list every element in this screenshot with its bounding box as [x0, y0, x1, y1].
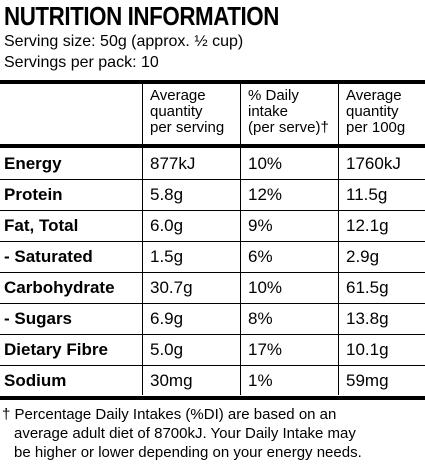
header-line: (per serve)† — [248, 119, 329, 136]
servings-per-pack: Servings per pack: 10 — [4, 54, 159, 71]
daily-intake-value: 8% — [248, 309, 273, 328]
table-row: - Sugars 6.9g 8% 13.8g — [0, 304, 425, 334]
nutrient-name: Protein — [4, 185, 63, 204]
nutrient-name: Fat, Total — [4, 216, 79, 235]
per-serving-value: 877kJ — [150, 154, 196, 173]
per-serving-value: 5.8g — [150, 185, 184, 204]
header-daily-intake: % Daily intake (per serve)† — [248, 88, 329, 136]
table-row: Energy 877kJ 10% 1760kJ — [0, 149, 425, 179]
row-divider — [0, 210, 425, 211]
header-line: quantity — [346, 103, 399, 120]
per-100g-value: 10.1g — [346, 340, 389, 359]
top-rule — [0, 80, 425, 84]
per-100g-value: 12.1g — [346, 216, 389, 235]
header-line: Average — [346, 87, 402, 104]
daily-intake-value: 6% — [248, 247, 273, 266]
table-row: - Saturated 1.5g 6% 2.9g — [0, 242, 425, 272]
footnote-line: † Percentage Daily Intakes (%DI) are bas… — [2, 406, 337, 423]
column-divider-1 — [142, 84, 143, 395]
column-divider-3 — [338, 84, 339, 395]
daily-intake-value: 10% — [248, 154, 283, 173]
row-divider — [0, 179, 425, 180]
per-100g-value: 61.5g — [346, 278, 389, 297]
daily-intake-value: 9% — [248, 216, 273, 235]
row-divider — [0, 272, 425, 273]
header-line: Average — [150, 87, 206, 104]
header-per-serving: Average quantity per serving — [150, 88, 224, 136]
row-divider — [0, 365, 425, 366]
row-divider — [0, 303, 425, 304]
header-line: intake — [248, 103, 289, 120]
nutrient-name: Dietary Fibre — [4, 340, 108, 359]
per-100g-value: 2.9g — [346, 247, 380, 266]
per-100g-value: 13.8g — [346, 309, 389, 328]
column-divider-2 — [240, 84, 241, 395]
daily-intake-value: 1% — [248, 371, 273, 390]
header-per-100g: Average quantity per 100g — [346, 88, 405, 136]
table-row: Carbohydrate 30.7g 10% 61.5g — [0, 273, 425, 303]
footnote-line: be higher or lower depending on your ene… — [14, 444, 362, 461]
serving-size: Serving size: 50g (approx. ½ cup) — [4, 33, 244, 50]
header-rule — [0, 144, 425, 148]
panel-title: NUTRITION INFORMATION — [4, 1, 279, 31]
per-100g-value: 59mg — [346, 371, 389, 390]
per-serving-value: 1.5g — [150, 247, 184, 266]
nutrient-name: Carbohydrate — [4, 278, 115, 297]
nutrient-name: - Sugars — [4, 309, 73, 328]
footnote: † Percentage Daily Intakes (%DI) are bas… — [2, 405, 362, 462]
table-row: Sodium 30mg 1% 59mg — [0, 366, 425, 396]
bottom-rule — [0, 396, 425, 400]
row-divider — [0, 334, 425, 335]
nutrient-name: Sodium — [4, 371, 67, 390]
per-100g-value: 11.5g — [346, 185, 388, 204]
per-serving-value: 30.7g — [150, 278, 193, 297]
header-line: % Daily — [248, 87, 299, 104]
per-serving-value: 6.9g — [150, 309, 184, 328]
header-line: per serving — [150, 119, 225, 136]
daily-intake-value: 17% — [248, 340, 283, 359]
footnote-line: average adult diet of 8700kJ. Your Daily… — [14, 425, 356, 442]
daily-intake-value: 10% — [248, 278, 283, 297]
nutrient-name: - Saturated — [4, 247, 93, 266]
per-serving-value: 5.0g — [150, 340, 184, 359]
header-line: per 100g — [346, 119, 406, 136]
table-row: Dietary Fibre 5.0g 17% 10.1g — [0, 335, 425, 365]
per-serving-value: 6.0g — [150, 216, 184, 235]
per-100g-value: 1760kJ — [346, 154, 401, 173]
row-divider — [0, 241, 425, 242]
per-serving-value: 30mg — [150, 371, 193, 390]
nutrient-name: Energy — [4, 154, 62, 173]
table-row: Protein 5.8g 12% 11.5g — [0, 180, 425, 210]
table-row: Fat, Total 6.0g 9% 12.1g — [0, 211, 425, 241]
daily-intake-value: 12% — [248, 185, 283, 204]
header-line: quantity — [150, 103, 203, 120]
